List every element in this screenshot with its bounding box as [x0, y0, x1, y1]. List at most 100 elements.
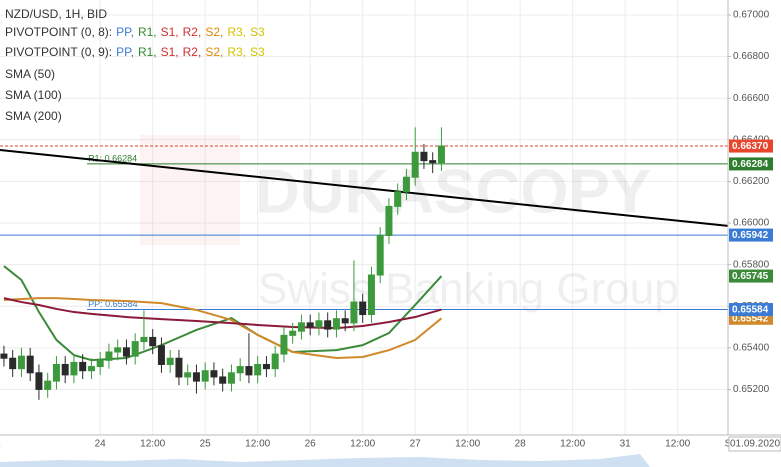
indicator-item: S2,: [205, 45, 223, 59]
candle-body: [420, 151, 428, 162]
candle-body: [236, 366, 244, 374]
candle-body: [324, 320, 332, 330]
sma-line: [3, 265, 443, 362]
candle-body: [271, 353, 279, 370]
legend: NZD/USD, 1H, BID PIVOTPOINT (0, 8): PP, R1…: [5, 7, 265, 123]
price-axis: [728, 0, 781, 435]
candle-body: [52, 363, 60, 382]
candle-body: [219, 376, 227, 384]
candle-body: [122, 347, 130, 357]
x-tick-label: S: [725, 439, 732, 450]
candle-body: [184, 372, 192, 378]
indicator-item: PP,: [116, 45, 134, 59]
candle-body: [0, 353, 8, 359]
price-badge: [729, 228, 773, 242]
watermark: DUKASCOPY Swiss Banking Group: [140, 135, 679, 314]
indicator-legend: PIVOTPOINT (0, 8): PP, R1, S1, R2, S2, R3, S3: [5, 25, 265, 39]
x-tick-label: 25: [200, 439, 212, 450]
indicator-item: R2,: [183, 25, 202, 39]
y-tick-label: 0.65200: [733, 384, 770, 395]
x-tick-label: 12:00: [665, 439, 690, 450]
candle-body: [210, 370, 218, 378]
y-tick-label: 0.66600: [733, 93, 770, 104]
candle-body: [157, 345, 165, 365]
cursor-date: 01.09.2020: [730, 439, 780, 450]
candle-body: [429, 160, 437, 164]
x-tick-label: 27: [410, 439, 422, 450]
navigator: [0, 454, 650, 467]
candle-body: [201, 370, 209, 382]
price-badge-label: 0.65584: [732, 305, 769, 316]
trendline: [0, 148, 728, 227]
candle-body: [289, 330, 297, 336]
indicator-item: R1,: [138, 25, 157, 39]
candle-body: [411, 151, 419, 178]
candle-body: [350, 301, 358, 324]
price-badge-label: 0.66370: [732, 141, 769, 152]
sma-line: [3, 297, 443, 360]
x-tick-label: 12:00: [560, 439, 585, 450]
price-badge: [729, 303, 773, 317]
candle-body: [332, 318, 340, 330]
indicator-item: S3: [250, 25, 265, 39]
candle-body: [17, 355, 25, 370]
x-tick-label: 12:00: [245, 439, 270, 450]
indicator-name: PIVOTPOINT (0, 8):: [5, 25, 112, 39]
indicator-item: S3: [250, 45, 265, 59]
x-tick-label: 24: [95, 439, 107, 450]
candle-body: [437, 145, 445, 164]
logo: [140, 135, 240, 245]
indicator-item: R2,: [183, 45, 202, 59]
y-tick-label: 0.66800: [733, 51, 770, 62]
candle-body: [35, 372, 43, 390]
price-badge: [729, 139, 773, 153]
x-tick-label: 26: [305, 439, 317, 450]
indicator-item: PP,: [116, 25, 134, 39]
candle-body: [175, 357, 183, 378]
candle-body: [341, 318, 349, 324]
candle-body: [96, 359, 104, 368]
price-badge-label: 0.65542: [732, 313, 769, 324]
sma-line: [3, 297, 442, 330]
x-tick-label: 12:00: [350, 439, 375, 450]
indicator-item: S1,: [161, 45, 179, 59]
price-badge: [729, 269, 773, 283]
y-axis: 0.652000.654000.656000.658000.660000.662…: [728, 10, 773, 395]
chart-title: NZD/USD, 1H, BID: [5, 7, 107, 21]
cursor-date-box: [728, 436, 781, 452]
candle-body: [79, 361, 87, 372]
candle-body: [376, 234, 384, 276]
candle-body: [114, 347, 122, 353]
price-badge-label: 0.66284: [732, 159, 769, 170]
indicator-item: R3,: [227, 45, 246, 59]
candle-body: [149, 336, 157, 347]
x-tick-label: 31: [620, 439, 632, 450]
watermark-brand: DUKASCOPY: [255, 157, 651, 226]
y-tick-label: 0.67000: [733, 10, 770, 21]
price-badge-label: 0.65745: [732, 271, 769, 282]
legend-entry: SMA (50): [5, 67, 55, 81]
candle-body: [9, 357, 17, 370]
candle-body: [87, 366, 95, 372]
x-tick-label: 12:00: [140, 439, 165, 450]
plot: R1: 0.66284 PP: 0.65584: [0, 127, 728, 400]
candle-body: [262, 363, 270, 370]
candle-body: [254, 363, 262, 376]
candle-body: [297, 322, 305, 332]
y-tick-label: 0.65400: [733, 342, 770, 353]
candle-body: [402, 176, 410, 193]
indicator-item: R1,: [138, 45, 157, 59]
legend-entry: SMA (100): [5, 88, 62, 102]
x-axis: 21 24 12:00 25 12:00 26 12:00 27 12:00 28 12:00 31 1…: [0, 439, 732, 450]
candle-body: [44, 380, 52, 390]
candle-body: [394, 191, 402, 207]
candle-body: [245, 366, 253, 376]
indicator-item: R3,: [227, 25, 246, 39]
x-tick-label: 12:00: [455, 439, 480, 450]
candle-body: [227, 372, 235, 384]
y-tick-label: 0.66000: [733, 218, 770, 229]
candle-body: [131, 341, 139, 357]
candle-body: [26, 355, 34, 374]
